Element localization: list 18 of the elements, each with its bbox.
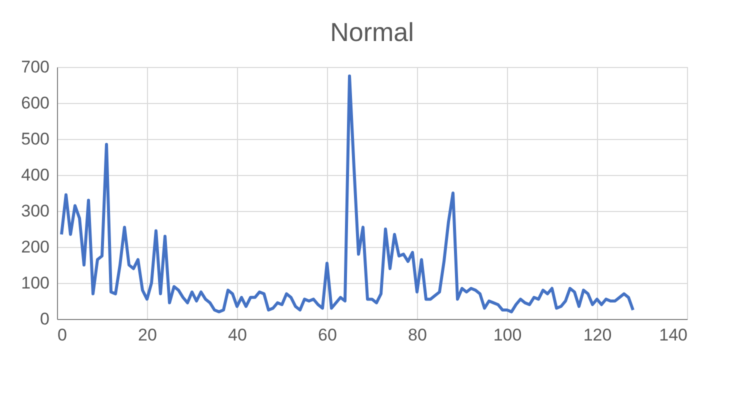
x-tick-label: 80 [408, 326, 427, 344]
chart-title: Normal [330, 17, 414, 47]
y-tick-label: 400 [21, 166, 50, 184]
y-tick-label: 200 [21, 238, 50, 256]
x-tick-label: 60 [318, 326, 337, 344]
y-tick-label: 600 [21, 94, 50, 112]
x-tick-label: 40 [228, 326, 247, 344]
line-series [60, 74, 634, 314]
x-tick-label: 140 [659, 326, 688, 344]
x-tick-label: 0 [58, 326, 67, 344]
y-tick-label: 500 [21, 130, 50, 148]
x-tick-label: 120 [583, 326, 612, 344]
x-tick-label: 20 [138, 326, 157, 344]
x-tick-label: 100 [493, 326, 522, 344]
y-tick-label: 100 [21, 274, 50, 292]
y-tick-label: 0 [40, 310, 50, 328]
y-tick-label: 700 [21, 58, 50, 76]
y-tick-label: 300 [21, 202, 50, 220]
